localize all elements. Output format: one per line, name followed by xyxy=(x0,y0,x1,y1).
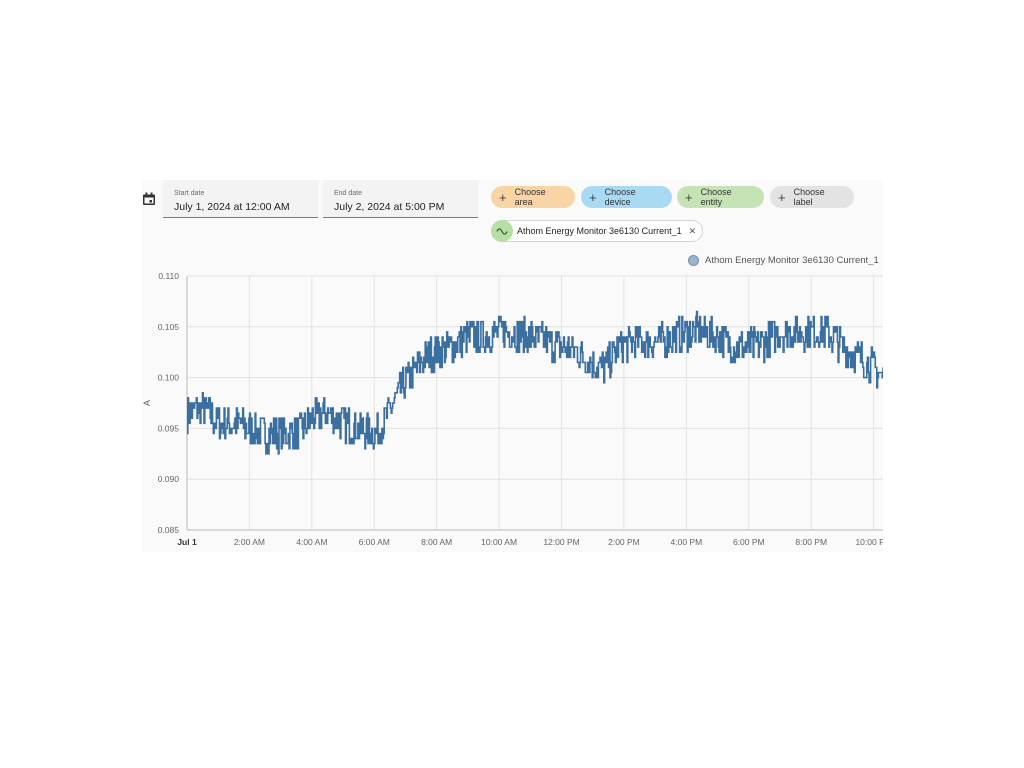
current-chart: 0.085 0.090 0.095 0.100 0.105 0.110 Jul 1 2:00 … xyxy=(142,271,883,547)
x-tick-label: Jul 1 xyxy=(177,537,197,547)
sine-wave-icon xyxy=(491,220,513,242)
plus-icon: + xyxy=(589,189,597,205)
x-tick-label: 10:00 PM xyxy=(855,537,883,547)
x-tick-label: 8:00 AM xyxy=(421,537,452,547)
plus-icon: + xyxy=(778,189,786,205)
chart-legend-item[interactable]: Athom Energy Monitor 3e6130 Current_1 xyxy=(688,255,879,266)
choose-entity-label: Choose entity xyxy=(700,187,732,207)
calendar-icon[interactable] xyxy=(142,192,156,206)
x-tick-label: 10:00 AM xyxy=(481,537,517,547)
x-tick-label: 6:00 PM xyxy=(733,537,765,547)
plus-icon: + xyxy=(499,189,507,205)
x-tick-label: 12:00 PM xyxy=(543,537,579,547)
y-tick-label: 0.110 xyxy=(158,271,179,281)
start-date-label: Start date xyxy=(174,190,205,197)
choose-entity-button[interactable]: + Choose entity xyxy=(677,186,764,208)
end-date-label: End date xyxy=(334,190,363,197)
y-tick-label: 0.090 xyxy=(158,474,180,484)
close-icon[interactable]: ✕ xyxy=(688,225,697,236)
x-tick-label: 4:00 PM xyxy=(671,537,703,547)
choose-device-label: Choose device xyxy=(604,187,636,207)
series-line xyxy=(187,310,883,455)
end-date-field[interactable]: End date July 2, 2024 at 5:00 PM xyxy=(323,180,478,218)
y-tick-label: 0.085 xyxy=(158,525,180,535)
end-date-value: July 2, 2024 at 5:00 PM xyxy=(334,201,445,213)
choose-device-button[interactable]: + Choose device xyxy=(581,186,672,208)
y-tick-label: 0.100 xyxy=(158,373,180,383)
legend-label: Athom Energy Monitor 3e6130 Current_1 xyxy=(705,255,879,266)
y-tick-label: 0.105 xyxy=(158,322,180,332)
selected-entity-chip[interactable]: Athom Energy Monitor 3e6130 Current_1 ✕ xyxy=(491,220,704,242)
start-date-field[interactable]: Start date July 1, 2024 at 12:00 AM xyxy=(163,180,318,218)
plus-icon: + xyxy=(685,189,693,205)
history-panel: 0.085 0.090 0.095 0.100 0.105 0.110 Jul 1 2:00 … xyxy=(142,180,883,552)
y-axis-label: A xyxy=(142,400,152,406)
legend-swatch xyxy=(688,255,699,266)
x-tick-label: 2:00 PM xyxy=(608,537,640,547)
y-tick-label: 0.095 xyxy=(158,423,180,433)
start-date-value: July 1, 2024 at 12:00 AM xyxy=(174,201,290,213)
x-tick-label: 6:00 AM xyxy=(359,537,390,547)
selected-entity-label: Athom Energy Monitor 3e6130 Current_1 xyxy=(517,226,682,236)
x-tick-label: 2:00 AM xyxy=(234,537,265,547)
choose-label-label: Choose label xyxy=(793,187,825,207)
choose-area-button[interactable]: + Choose area xyxy=(491,186,575,208)
x-tick-label: 4:00 AM xyxy=(296,537,327,547)
x-tick-label: 8:00 PM xyxy=(795,537,827,547)
choose-area-label: Choose area xyxy=(514,187,546,207)
choose-label-button[interactable]: + Choose label xyxy=(770,186,854,208)
